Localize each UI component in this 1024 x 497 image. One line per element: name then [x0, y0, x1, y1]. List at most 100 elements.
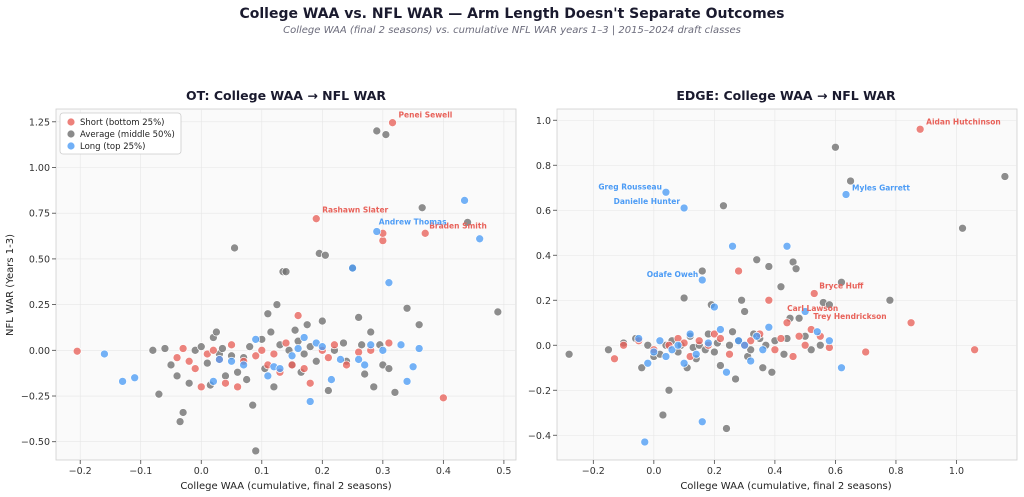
edge-long-point: [661, 352, 671, 361]
edge-x-axis-label: College WAA (cumulative, final 2 seasons…: [680, 481, 891, 492]
ot-short-point: [287, 360, 297, 370]
edge-average-point: [794, 313, 804, 323]
edge-annotation: Aidan Hutchinson: [926, 117, 1001, 126]
edge-average-point: [776, 282, 786, 292]
ot-average-point: [230, 243, 239, 253]
ot-average-point: [414, 320, 424, 330]
ot-average-point: [384, 364, 394, 373]
ot-average-point: [263, 309, 273, 319]
ot-average-point: [242, 375, 252, 384]
edge-average-point: [725, 340, 734, 350]
legend-average-label: Average (middle 50%): [80, 130, 175, 140]
edge-average-point: [658, 410, 668, 420]
edge-short-point: [809, 289, 819, 298]
edge-long-point: [640, 437, 650, 447]
ot-long-point: [287, 351, 297, 361]
edge-average-point: [815, 340, 825, 350]
ot-short-point: [227, 340, 236, 350]
edge-average-point: [746, 345, 756, 355]
ot-long-point: [348, 263, 357, 273]
ot-panel: OT: College WAA → NFL WAR −0.2 −0.1 0.0 0.1…: [5, 88, 517, 492]
ot-short-point: [251, 351, 261, 361]
edge-short-point: [861, 347, 871, 357]
edge-long-point: [722, 367, 731, 377]
edge-average-point: [697, 266, 707, 276]
edge-annotation: Myles Garrett: [852, 184, 910, 193]
legend-short-marker: [67, 118, 75, 126]
edge-average-point: [728, 327, 737, 337]
ot-short-point: [172, 353, 182, 362]
edge-average-point: [767, 367, 777, 377]
ot-average-point: [354, 313, 363, 322]
ot-short-point: [178, 344, 188, 353]
ot-average-point: [311, 356, 321, 366]
edge-annotation: Bryce Huff: [819, 282, 864, 291]
ot-long-point: [215, 355, 224, 364]
edge-long-point: [764, 322, 774, 332]
ot-short-point: [209, 345, 218, 355]
edge-panel-title: EDGE: College WAA → NFL WAR: [676, 88, 896, 103]
edge-short-point: [788, 352, 798, 361]
ot-short-point: [190, 364, 200, 373]
ot-long-point: [408, 362, 418, 372]
edge-short-point: [915, 124, 925, 134]
ot-average-point: [320, 250, 330, 260]
edge-long-point: [667, 345, 677, 355]
ot-average-point: [357, 340, 367, 350]
ot-average-point: [366, 327, 376, 337]
edge-x-tick-label: 0.0: [646, 466, 661, 477]
edge-average-point: [716, 361, 725, 370]
ot-average-point: [290, 325, 300, 335]
ot-long-point: [305, 397, 315, 406]
ot-long-point: [293, 344, 303, 353]
edge-x-tick-label: 0.2: [707, 466, 722, 477]
edge-long-point: [673, 340, 683, 350]
ot-long-point: [366, 340, 376, 350]
ot-short-point: [311, 214, 321, 224]
ot-average-point: [218, 344, 227, 353]
ot-average-point: [266, 327, 276, 337]
ot-y-tick-label: −0.50: [21, 437, 50, 448]
ot-average-point: [360, 369, 370, 379]
ot-short-point: [420, 228, 430, 238]
edge-long-point: [800, 307, 810, 316]
ot-average-point: [324, 386, 333, 395]
edge-average-point: [779, 349, 789, 359]
edge-long-point: [837, 363, 846, 373]
edge-average-point: [806, 345, 816, 355]
edge-long-point: [710, 302, 719, 312]
edge-long-point: [697, 275, 707, 285]
ot-average-point: [369, 382, 379, 392]
edge-short-point: [782, 318, 792, 328]
ot-long-point: [263, 371, 273, 381]
ot-short-point: [324, 353, 333, 362]
edge-average-point: [846, 176, 855, 186]
edge-long-point: [734, 336, 743, 346]
legend-short-label: Short (bottom 25%): [80, 118, 164, 128]
edge-short-point: [734, 266, 743, 276]
edge-short-point: [725, 349, 734, 359]
ot-average-point: [417, 203, 427, 213]
edge-annotation: Carl Lawson: [787, 304, 838, 313]
ot-short-point: [388, 118, 397, 128]
ot-annotation: Penei Sewell: [399, 111, 453, 120]
edge-average-point: [637, 363, 647, 373]
edge-long-point: [649, 347, 659, 357]
ot-short-point: [269, 349, 279, 359]
edge-long-point: [740, 340, 749, 350]
edge-average-point: [885, 295, 895, 305]
ot-short-point: [439, 393, 448, 403]
legend-box: [59, 112, 182, 155]
edge-long-point: [679, 358, 689, 368]
edge-short-point: [716, 334, 725, 343]
edge-short-point: [770, 345, 780, 355]
edge-long-point: [643, 358, 653, 368]
ot-y-tick-label: 0.50: [29, 254, 50, 265]
ot-long-point: [360, 360, 370, 370]
edge-average-point: [837, 277, 846, 287]
edge-x-tick-label: 1.0: [949, 466, 964, 477]
ot-long-point: [317, 342, 327, 352]
ot-average-point: [233, 367, 242, 377]
ot-y-tick-label: 0.00: [29, 346, 50, 357]
ot-average-point: [148, 345, 158, 355]
